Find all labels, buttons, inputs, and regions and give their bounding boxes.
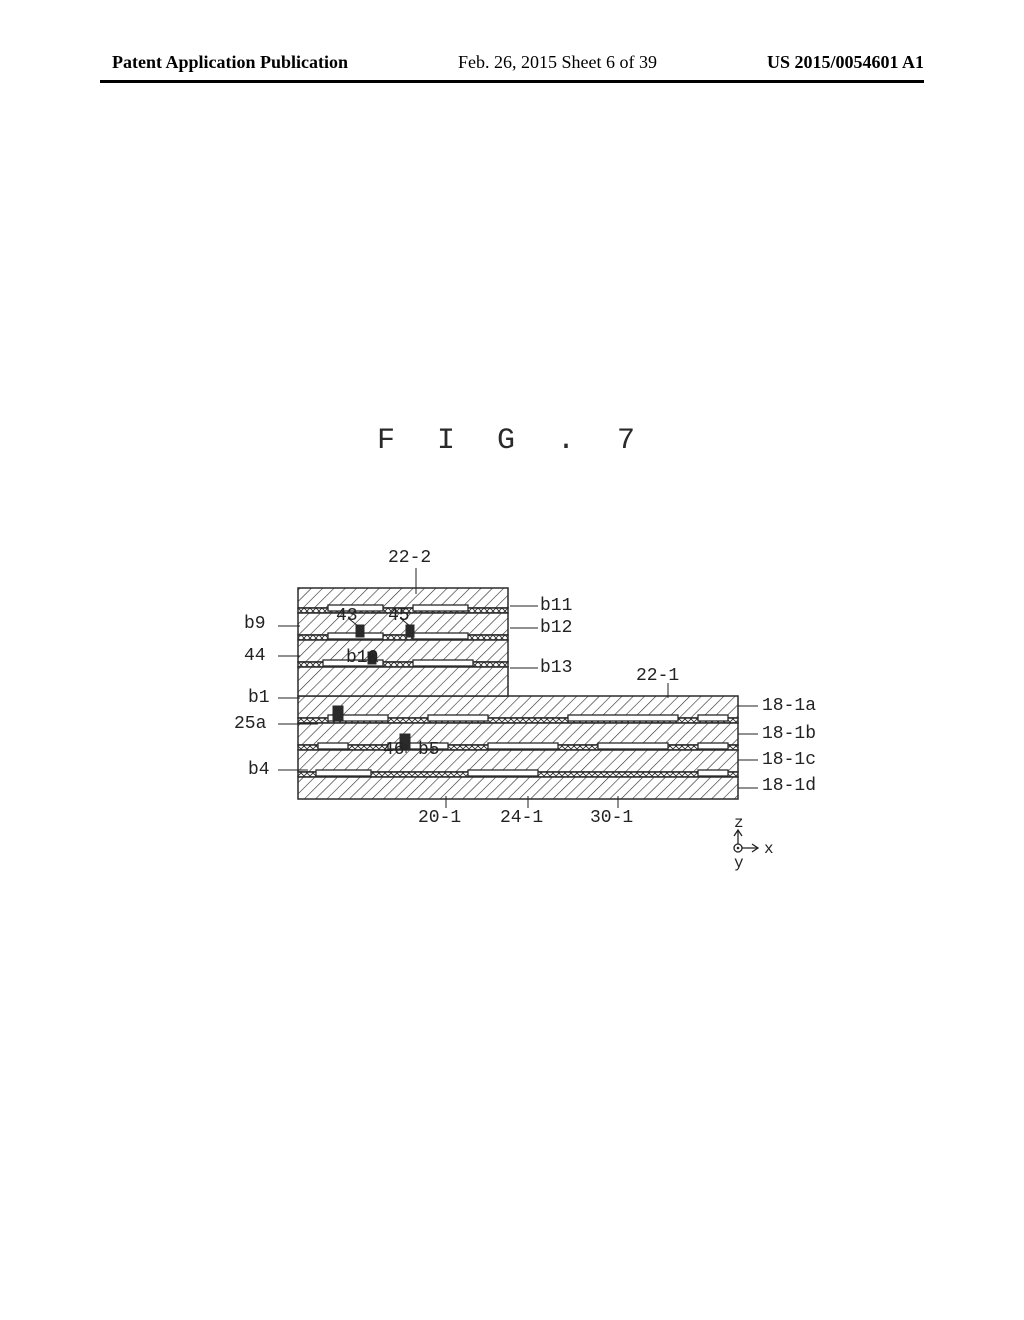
- ref-b1: b1: [248, 688, 270, 708]
- header-rule: [100, 80, 924, 83]
- ref-30-1: 30-1: [590, 808, 633, 828]
- ref-b10: b10: [346, 648, 378, 668]
- header-right: US 2015/0054601 A1: [767, 52, 924, 73]
- coord-axes: [734, 830, 758, 852]
- ref-46: 46: [383, 740, 405, 760]
- ref-b11: b11: [540, 596, 572, 616]
- ref-b13: b13: [540, 658, 572, 678]
- ref-45: 45: [388, 606, 410, 626]
- ref-18-1a: 18-1a: [762, 696, 816, 716]
- header-center: Feb. 26, 2015 Sheet 6 of 39: [458, 52, 657, 73]
- coord-y: y: [734, 854, 744, 872]
- header-left: Patent Application Publication: [112, 52, 348, 73]
- ref-22-2: 22-2: [388, 548, 431, 568]
- ref-b12: b12: [540, 618, 572, 638]
- figure-7: 22-2 b11 b12 b13 b9 44 b1 25a b4 43 45 b…: [238, 548, 818, 878]
- coord-z: z: [734, 814, 744, 832]
- ref-43: 43: [336, 606, 358, 626]
- ref-b9: b9: [244, 614, 266, 634]
- ref-18-1b: 18-1b: [762, 724, 816, 744]
- figure-label: F I G . 7: [0, 424, 1024, 458]
- ref-25a: 25a: [234, 714, 266, 734]
- cross-section-svg: [238, 548, 818, 878]
- ref-b4: b4: [248, 760, 270, 780]
- ref-b5: b5: [418, 740, 440, 760]
- page-header: Patent Application Publication Feb. 26, …: [0, 52, 1024, 73]
- ref-18-1d: 18-1d: [762, 776, 816, 796]
- ref-18-1c: 18-1c: [762, 750, 816, 770]
- upper-stack: [298, 588, 508, 696]
- ref-24-1: 24-1: [500, 808, 543, 828]
- coord-x: x: [764, 840, 774, 858]
- ref-20-1: 20-1: [418, 808, 461, 828]
- ref-44: 44: [244, 646, 266, 666]
- ref-22-1: 22-1: [636, 666, 679, 686]
